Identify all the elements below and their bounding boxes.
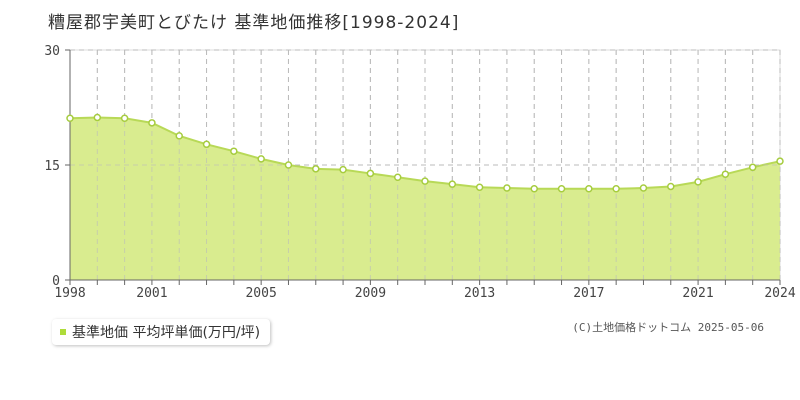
data-point [393,173,402,182]
data-points [66,113,784,193]
data-point [448,180,457,188]
y-tick-label: 30 [44,44,60,59]
data-point [612,185,620,193]
data-point [230,147,238,155]
x-tick-label: 2017 [573,286,604,301]
x-tick-label: 2005 [245,286,276,301]
copyright-text: (C)土地価格ドットコム 2025-05-06 [572,321,764,334]
x-tick-label: 2013 [464,286,495,301]
data-point [475,183,484,191]
x-tick-label: 1998 [54,286,85,301]
data-point [93,113,102,122]
data-point [339,165,347,174]
data-point [202,140,211,149]
data-point [66,114,74,122]
x-tick-label: 2024 [764,286,795,301]
legend-swatch [60,329,66,335]
data-point [639,184,648,192]
y-tick-label: 0 [52,274,60,289]
x-tick-label: 2021 [682,286,713,301]
data-point [557,185,566,193]
data-point [694,178,702,186]
data-point [257,155,265,163]
chart-title: 糟屋郡宇美町とびたけ 基準地価推移[1998-2024] [48,13,460,33]
data-point [530,185,538,193]
legend-label: 基準地価 平均坪単価(万円/坪) [72,325,261,341]
data-point [721,170,730,178]
data-point [585,185,593,193]
data-point [148,119,156,127]
data-point [366,169,375,178]
data-point [312,165,320,173]
data-point [120,114,129,122]
tick-labels: 1998 2001 2005 2009 2013 2017 2021 2024 0 15 30 [44,44,795,301]
data-point [667,182,675,191]
data-point [284,161,293,169]
data-point [175,132,183,140]
data-point [503,184,511,192]
data-point [748,163,757,172]
y-tick-label: 15 [44,159,60,174]
x-tick-label: 2009 [355,286,386,301]
data-point [776,157,784,165]
x-tick-label: 2001 [136,286,167,301]
axes [65,49,781,285]
legend: 基準地価 平均坪単価(万円/坪) [52,319,271,345]
data-point [421,177,429,185]
